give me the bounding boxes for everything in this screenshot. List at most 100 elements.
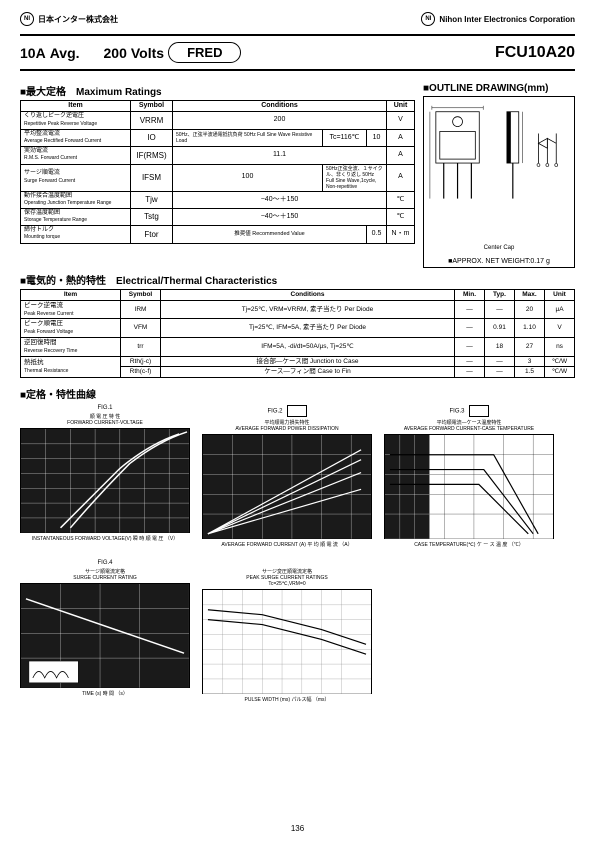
th-unit: Unit [387, 101, 415, 112]
unit: A [387, 129, 415, 146]
item-jp: 実効電流 [24, 148, 48, 154]
table-row: ピーク逆電流 Peak Reverse Current IRM Tj=25℃, V… [21, 300, 575, 319]
charts-section-title: ■定格・特性曲線 [20, 386, 575, 401]
elec-char-table: Item Symbol Conditions Min. Typ. Max. Un… [20, 289, 575, 378]
th-item: Item [21, 101, 131, 112]
symbol: VFM [121, 319, 161, 338]
item-en: Average Rectified Forward Current [24, 138, 101, 144]
chart-fig2: FIG.2 平均順電力損失特性AVERAGE FORWARD POWER DIS… [202, 405, 372, 548]
item-jp: サージ順電流 [24, 170, 60, 176]
chart-grid-icon [21, 429, 189, 533]
unit: V [545, 319, 575, 338]
max: 20 [515, 300, 545, 319]
item-en: Peak Reverse Current [24, 311, 73, 317]
unit: ℃ [387, 191, 415, 208]
table-row: 熱抵抗Thermal Resistance Rth(j-c) 接合部—ケース間 … [21, 356, 575, 367]
th-symbol: Symbol [131, 101, 173, 112]
th-max: Max. [515, 290, 545, 301]
item-jp: 平均整流電流 [24, 131, 60, 137]
cond-note: 50Hz正弦全波、１サイクル、非くり返し 50Hz Full Sine Wave… [323, 164, 387, 191]
symbol: IRM [121, 300, 161, 319]
title-voltage: 200 [104, 45, 127, 61]
unit: ns [545, 337, 575, 356]
fig-no: FIG.3 [449, 409, 464, 415]
item-en: Repetitive Peak Reverse Voltage [24, 121, 97, 127]
item-en: Mounting torque [24, 234, 60, 240]
waveform-icon [469, 405, 489, 417]
waveform-icon [287, 405, 307, 417]
chart-fig1: FIG.1 順 電 圧 特 性FORWARD CURRENT-VOLTAGE I… [20, 405, 190, 548]
chart-grid-icon [203, 435, 371, 539]
symbol: Tjw [131, 191, 173, 208]
th-item: Item [21, 290, 121, 301]
typ: — [485, 356, 515, 367]
symbol: Rth(c-f) [121, 367, 161, 378]
typ: 0.91 [485, 319, 515, 338]
charts-row-1: FIG.1 順 電 圧 特 性FORWARD CURRENT-VOLTAGE I… [20, 405, 575, 548]
cond: Tj=25℃, VRM=VRRM, 素子当たり Per Diode [161, 300, 455, 319]
table-row: 動作接合温度範囲Operating Junction Temperature R… [21, 191, 415, 208]
max-ratings-table: Item Symbol Conditions Unit くり返しピーク逆電圧Re… [20, 100, 415, 244]
cond: 50Hz、正弦半波通電抵抗負荷 50Hz Full Sine Wave Resi… [173, 129, 323, 146]
table-row: 保存温度範囲Storage Temperature Range Tstg −40… [21, 208, 415, 225]
chart-xlabel: AVERAGE FORWARD CURRENT (A) 平 均 順 電 流 （A… [202, 541, 372, 548]
company-jp: 日本インター株式会社 [38, 14, 118, 25]
item-en: Surge Forward Current [24, 178, 75, 184]
typ: — [485, 367, 515, 378]
unit: A [387, 164, 415, 191]
charts-row-2: FIG.4 サージ順電流定格SURGE CURRENT RATING TIME … [20, 560, 575, 703]
cond: 200 [173, 112, 387, 129]
fig-no: FIG.1 [97, 405, 112, 411]
item-en: Storage Temperature Range [24, 217, 87, 223]
chart-xlabel: PULSE WIDTH (ms) パルス幅 （ms） [202, 696, 372, 703]
title-volts: Volts [131, 45, 164, 61]
table-row: ピーク順電圧Peak Forward Voltage VFM Tj=25℃, I… [21, 319, 575, 338]
th-conditions: Conditions [173, 101, 387, 112]
outline-weight: ■APPROX. NET WEIGHT:0.17 g [424, 258, 574, 265]
max: 1.10 [515, 319, 545, 338]
cond: −40〜＋150 [173, 191, 387, 208]
page-number: 136 [0, 824, 595, 833]
unit: V [387, 112, 415, 129]
fig-title-en: SURGE CURRENT RATING [73, 575, 136, 581]
item-en: Reverse Recovery Time [24, 348, 77, 354]
chart-grid-icon [21, 584, 189, 688]
fig-no: FIG.4 [97, 560, 112, 566]
max-ratings-title: ■最大定格 Maximum Ratings [20, 83, 415, 98]
min: — [455, 356, 485, 367]
typ: — [485, 300, 515, 319]
company-en: Nihon Inter Electronics Corporation [439, 15, 575, 24]
symbol: Ftor [131, 226, 173, 243]
item-jp: 熱抵抗 [24, 359, 44, 366]
outline-title: ■OUTLINE DRAWING(mm) [423, 83, 575, 94]
cond: ケース—フィン間 Case to Fin [161, 367, 455, 378]
min: — [455, 319, 485, 338]
item-jp: ピーク逆電流 [24, 302, 63, 309]
outline-center-cap: Center Cap [424, 245, 574, 251]
symbol: Rth(j-c) [121, 356, 161, 367]
fig-title-en: AVERAGE FORWARD POWER DISSIPATION [235, 426, 338, 432]
part-number: FCU10A20 [495, 44, 575, 62]
outline-drawing: Center Cap ■APPROX. NET WEIGHT:0.17 g [423, 96, 575, 268]
unit: ℃ [387, 208, 415, 225]
symbol: Tstg [131, 208, 173, 225]
th-symbol: Symbol [121, 290, 161, 301]
logo-right: NI Nihon Inter Electronics Corporation [421, 12, 575, 26]
logo-icon: NI [421, 12, 435, 26]
logo-left: NI 日本インター株式会社 [20, 12, 118, 26]
typ: 18 [485, 337, 515, 356]
item-en: R.M.S. Forward Current [24, 155, 77, 161]
item-jp: 保存温度範囲 [24, 210, 60, 216]
table-row: くり返しピーク逆電圧Repetitive Peak Reverse Voltag… [21, 112, 415, 129]
fig-title-en: FORWARD CURRENT-VOLTAGE [67, 420, 143, 426]
unit: μA [545, 300, 575, 319]
val: 10 [367, 129, 387, 146]
fig-no: FIG.2 [267, 409, 282, 415]
item-jp: 締付トルク [24, 227, 54, 233]
symbol: IF(RMS) [131, 147, 173, 164]
title-bar: 10A Avg. 200 Volts FRED FCU10A20 [20, 34, 575, 71]
table-row: サージ順電流Surge Forward Current IFSM 100 50H… [21, 164, 415, 191]
fig-title-sub: Tc=25℃,VRM=0 [268, 581, 305, 587]
max: 1.5 [515, 367, 545, 378]
title-type-pill: FRED [168, 42, 241, 63]
